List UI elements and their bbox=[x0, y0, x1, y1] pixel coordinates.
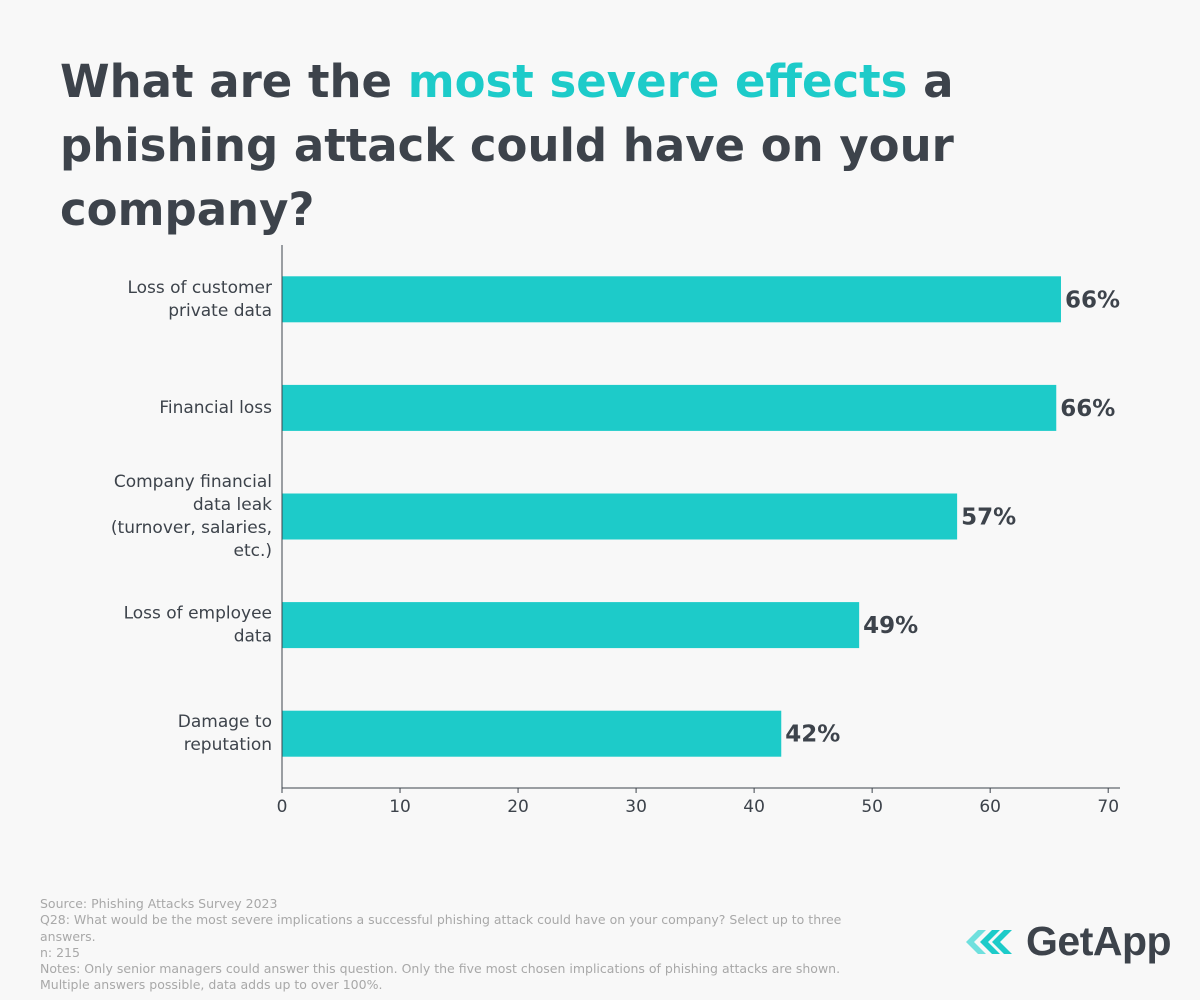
logo-text: GetApp bbox=[1026, 918, 1172, 964]
bar-2 bbox=[282, 493, 958, 540]
category-label-2-line-3: etc.) bbox=[233, 541, 272, 561]
bars-group bbox=[282, 276, 1061, 757]
sample-size-text: n: 215 bbox=[40, 944, 80, 960]
category-labels-group: Loss of customer private data Financial lo… bbox=[111, 278, 272, 755]
footer-notes: Source: Phishing Attacks Survey 2023 Q28… bbox=[40, 896, 890, 994]
x-tick-label-7: 70 bbox=[1097, 797, 1119, 817]
question-text-line-2: answers. bbox=[40, 928, 96, 944]
bar-4 bbox=[282, 710, 782, 757]
x-tick-labels-group: 0 10 20 30 40 50 60 70 bbox=[277, 788, 1119, 817]
notes-text-line-2: Multiple answers possible, data adds up … bbox=[40, 977, 383, 993]
category-label-0-line-1: private data bbox=[168, 301, 272, 321]
title-part-before: What are the bbox=[60, 55, 408, 108]
source-text: Source: Phishing Attacks Survey 2023 bbox=[40, 896, 278, 911]
getapp-logo: GetApp bbox=[962, 918, 1172, 965]
x-tick-label-0: 0 bbox=[277, 797, 288, 817]
category-label-1-line-0: Financial loss bbox=[159, 398, 272, 418]
category-label-2-line-2: (turnover, salaries, bbox=[111, 518, 272, 538]
x-tick-label-3: 30 bbox=[625, 797, 647, 817]
category-label-4-line-0: Damage to bbox=[178, 712, 272, 732]
data-label-4: 42% bbox=[785, 722, 840, 748]
getapp-chevrons-icon bbox=[966, 929, 1012, 954]
data-labels-group: 66% 66% 57% 49% 42% bbox=[785, 287, 1120, 747]
chart-title: What are the most severe effects a phish… bbox=[60, 50, 1160, 242]
category-label-4-line-1: reputation bbox=[184, 735, 272, 755]
data-label-3: 49% bbox=[863, 613, 918, 639]
question-text-line-1: Q28: What would be the most severe impli… bbox=[40, 912, 842, 928]
category-label-2-line-0: Company financial bbox=[114, 472, 272, 492]
title-part-after: a phishing attack could have on your com… bbox=[60, 55, 954, 236]
title-highlight: most severe effects bbox=[407, 55, 908, 108]
x-tick-label-2: 20 bbox=[507, 797, 529, 817]
data-label-1: 66% bbox=[1060, 396, 1115, 422]
x-tick-label-1: 10 bbox=[389, 797, 411, 817]
bar-0 bbox=[282, 276, 1061, 323]
x-tick-label-4: 40 bbox=[743, 797, 765, 817]
category-label-2-line-1: data leak bbox=[193, 495, 272, 515]
bar-1 bbox=[282, 384, 1057, 431]
notes-text-line-1: Notes: Only senior managers could answer… bbox=[40, 961, 841, 977]
bar-3 bbox=[282, 602, 860, 649]
category-label-3-line-1: data bbox=[234, 627, 272, 647]
data-label-2: 57% bbox=[961, 505, 1016, 531]
x-tick-label-6: 60 bbox=[979, 797, 1001, 817]
x-tick-label-5: 50 bbox=[861, 797, 883, 817]
category-label-0-line-0: Loss of customer bbox=[127, 278, 272, 298]
data-label-0: 66% bbox=[1065, 287, 1120, 313]
category-label-3-line-0: Loss of employee bbox=[124, 604, 272, 624]
